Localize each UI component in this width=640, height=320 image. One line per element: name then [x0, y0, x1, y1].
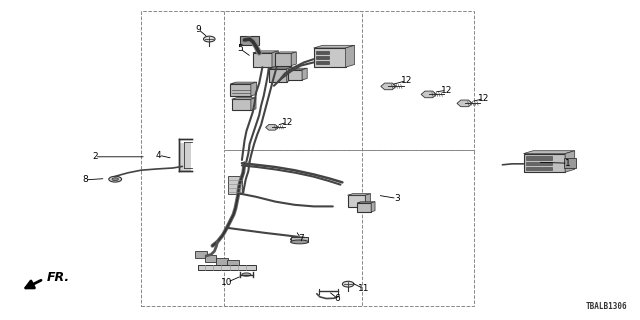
Bar	[240, 36, 259, 45]
Text: 9: 9	[196, 25, 201, 34]
Bar	[216, 258, 228, 265]
Ellipse shape	[109, 176, 122, 182]
Polygon shape	[253, 51, 278, 53]
Text: 2: 2	[92, 152, 97, 161]
Polygon shape	[232, 98, 256, 99]
Bar	[269, 69, 287, 82]
Bar	[526, 167, 552, 170]
Polygon shape	[457, 100, 472, 107]
Bar	[348, 195, 365, 207]
Bar	[227, 260, 239, 267]
Text: 5: 5	[237, 44, 243, 53]
Bar	[357, 203, 371, 212]
Circle shape	[342, 281, 354, 287]
Bar	[316, 56, 329, 59]
Bar	[316, 61, 329, 64]
Text: 10: 10	[221, 278, 233, 287]
Ellipse shape	[291, 237, 308, 242]
Bar	[526, 162, 552, 165]
Text: 12: 12	[441, 86, 452, 95]
Polygon shape	[565, 151, 575, 172]
Polygon shape	[269, 67, 292, 69]
Text: 12: 12	[478, 94, 490, 103]
Text: 6: 6	[335, 294, 340, 303]
Bar	[314, 48, 346, 67]
Bar	[198, 265, 256, 270]
Text: 11: 11	[358, 284, 369, 293]
Text: TBALB1306: TBALB1306	[586, 302, 627, 311]
Polygon shape	[287, 67, 292, 82]
Polygon shape	[346, 45, 355, 67]
Polygon shape	[272, 51, 278, 67]
Bar	[195, 251, 207, 258]
Bar	[180, 143, 191, 171]
Bar	[291, 237, 308, 242]
Bar	[275, 53, 291, 66]
Bar	[224, 11, 474, 150]
Polygon shape	[371, 202, 375, 212]
Bar	[230, 84, 251, 96]
Polygon shape	[365, 194, 371, 207]
Text: 7: 7	[298, 234, 303, 243]
Bar	[564, 158, 576, 168]
Bar	[232, 99, 251, 110]
Polygon shape	[266, 124, 278, 130]
Circle shape	[204, 36, 215, 42]
Ellipse shape	[112, 178, 118, 180]
Ellipse shape	[242, 273, 251, 276]
Polygon shape	[314, 45, 355, 48]
Polygon shape	[251, 98, 256, 110]
Bar	[205, 255, 216, 262]
Text: 3: 3	[394, 194, 399, 203]
Bar	[526, 156, 552, 160]
Bar	[141, 11, 362, 306]
Polygon shape	[524, 151, 575, 154]
Text: 1: 1	[565, 159, 570, 168]
Bar	[524, 154, 565, 172]
Polygon shape	[230, 82, 257, 84]
Polygon shape	[288, 68, 307, 70]
Polygon shape	[357, 202, 375, 203]
Bar	[228, 176, 242, 194]
Polygon shape	[348, 194, 371, 195]
Polygon shape	[381, 83, 396, 90]
Polygon shape	[302, 68, 307, 80]
Bar	[316, 51, 329, 54]
Bar	[224, 150, 474, 306]
Text: 12: 12	[282, 118, 293, 127]
Bar	[288, 70, 302, 80]
Polygon shape	[291, 52, 296, 66]
Polygon shape	[275, 52, 296, 53]
Text: FR.: FR.	[47, 271, 70, 284]
Ellipse shape	[291, 240, 308, 244]
Bar	[253, 53, 272, 67]
Text: 12: 12	[401, 76, 412, 85]
Text: 4: 4	[156, 151, 161, 160]
Polygon shape	[421, 91, 436, 98]
Text: 8: 8	[83, 175, 88, 184]
Polygon shape	[251, 82, 257, 96]
